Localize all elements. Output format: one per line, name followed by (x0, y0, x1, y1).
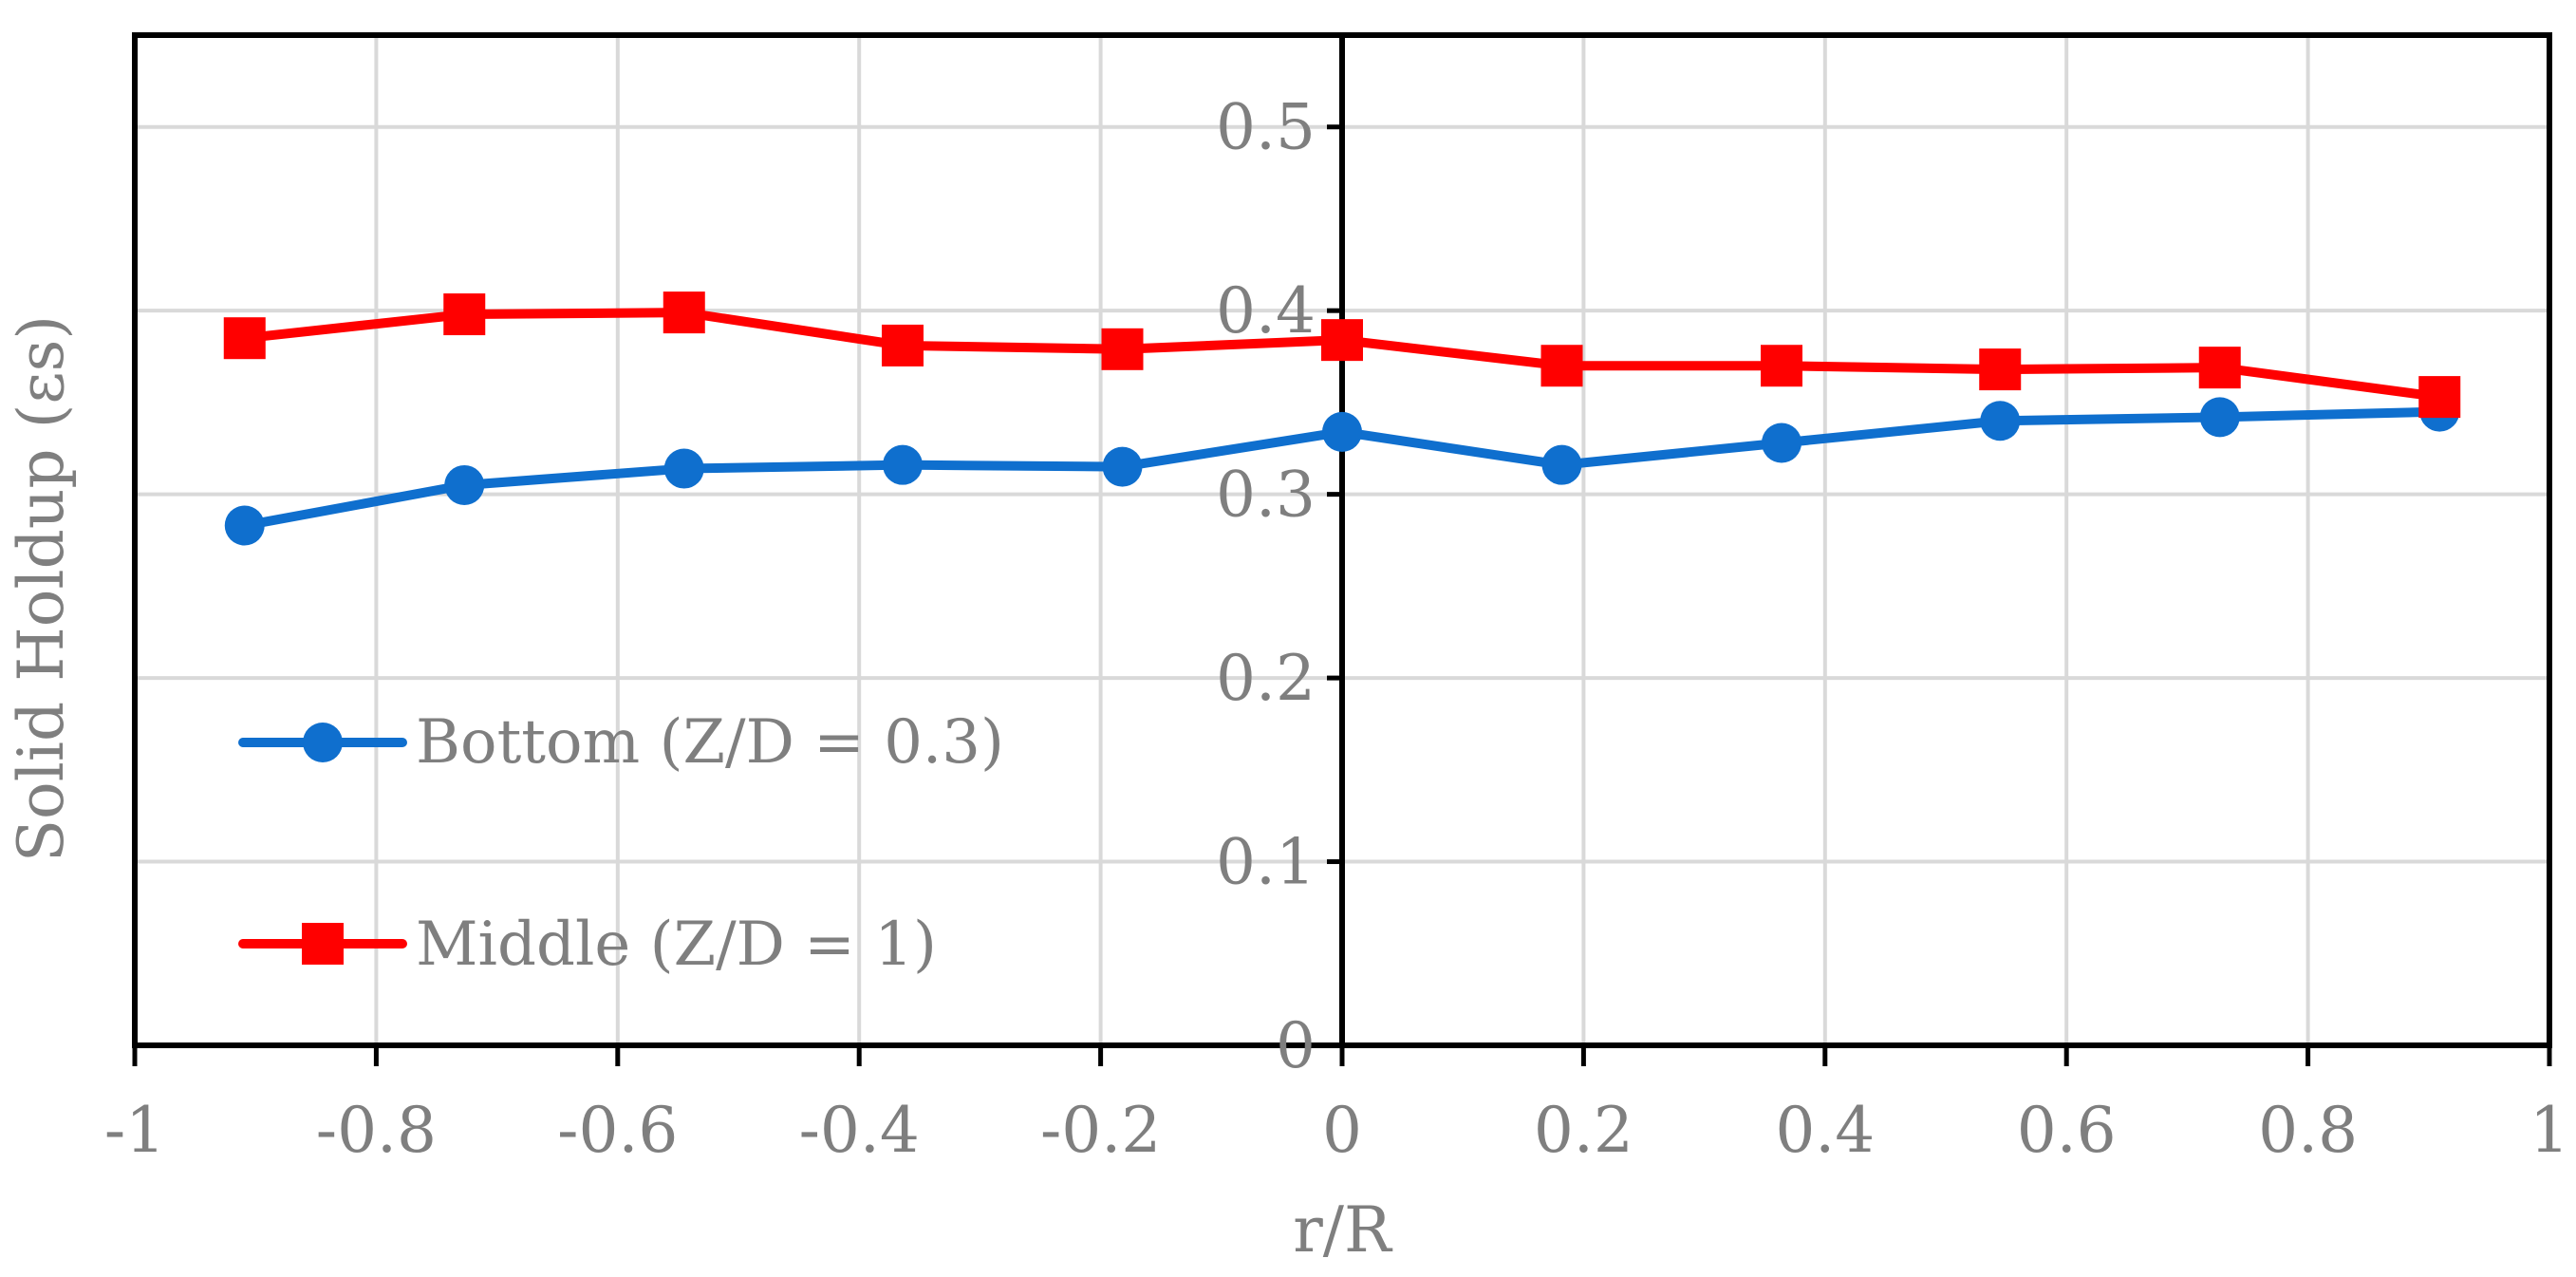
x-tick-label: -0.2 (1040, 1094, 1161, 1167)
x-axis-title: r/R (1293, 1193, 1393, 1267)
y-tick-label: 0.4 (1216, 274, 1316, 347)
x-tick-label: 0.4 (1775, 1094, 1875, 1167)
data-point (1762, 423, 1802, 463)
data-point (2198, 347, 2241, 389)
x-tick-label: 0.2 (1534, 1094, 1633, 1167)
data-point (663, 448, 704, 489)
y-tick-label: 0 (1276, 1009, 1316, 1082)
legend: Bottom (Z/D = 0.3) Middle (Z/D = 1) (238, 707, 1004, 980)
data-point (443, 293, 486, 336)
x-tick-label: -0.4 (799, 1094, 920, 1167)
legend-marker-square-icon (302, 923, 344, 965)
legend-marker-circle-icon (303, 723, 343, 762)
legend-label-middle: Middle (Z/D = 1) (416, 910, 937, 980)
y-tick-label: 0.3 (1216, 459, 1316, 532)
data-point (224, 505, 265, 546)
data-point (1541, 444, 1582, 485)
series-0 (224, 391, 2460, 546)
data-point (1980, 401, 2021, 441)
y-tick-label: 0.1 (1216, 826, 1316, 899)
data-point (881, 324, 924, 366)
x-tick-label: -1 (104, 1094, 165, 1167)
data-point (1979, 348, 2022, 391)
series (223, 291, 2461, 546)
x-tick-label: 1 (2529, 1094, 2569, 1167)
x-tick-label: 0.6 (2017, 1094, 2117, 1167)
legend-item-middle: Middle (Z/D = 1) (238, 910, 937, 980)
data-point (1321, 319, 1363, 362)
x-tick-label: -0.8 (316, 1094, 437, 1167)
data-point (2199, 397, 2240, 438)
y-axis-title: Solid Holdup (εs) (5, 315, 78, 862)
data-point (1101, 328, 1144, 370)
data-point (444, 464, 485, 505)
x-tick-label: -0.6 (557, 1094, 678, 1167)
data-point (1761, 345, 1803, 387)
series-1 (223, 291, 2461, 419)
y-tick-label: 0.2 (1216, 642, 1316, 715)
y-tick-label: 0.5 (1216, 91, 1316, 164)
data-point (1540, 345, 1583, 387)
data-point (663, 291, 705, 334)
data-point (1102, 446, 1143, 487)
data-point (1322, 411, 1362, 452)
x-tick-label: 0.8 (2258, 1094, 2358, 1167)
data-point (223, 317, 266, 360)
x-tick-labels: -1 -0.8 -0.6 -0.4 -0.2 0 0.2 0.4 0.6 0.8 1 (104, 1094, 2569, 1167)
legend-item-bottom: Bottom (Z/D = 0.3) (238, 707, 1004, 778)
axes (132, 35, 2552, 1066)
x-tick-label: 0 (1322, 1094, 1362, 1167)
data-point (882, 444, 923, 485)
legend-label-bottom: Bottom (Z/D = 0.3) (416, 707, 1004, 778)
y-tick-labels: 0 0.1 0.2 0.3 0.4 0.5 (1216, 91, 1316, 1082)
data-point (2418, 376, 2461, 419)
